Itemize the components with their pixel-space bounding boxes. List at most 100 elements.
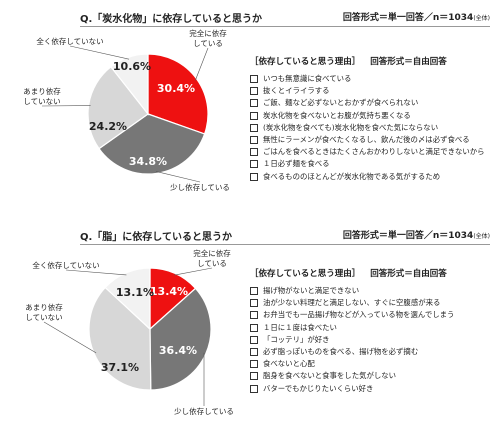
slice-value-label: 10.6% <box>113 60 151 73</box>
reason-text: いつも無意識に食べている <box>263 74 352 83</box>
category-label-not-dependent-at-all: 全く依存していない <box>36 36 103 46</box>
checkbox-icon <box>250 160 258 169</box>
reason-text: 揚げ物がないと満足できない <box>263 286 360 295</box>
reason-text: バターでもかじりたいくらい好き <box>263 383 374 393</box>
reason-text: ご飯、麺など必ずないとおかずが食べられない <box>263 98 419 108</box>
reason-text: 炭水化物を食べないとお腹が気持ち悪くなる <box>263 110 411 120</box>
slice-value-label: 34.8% <box>129 155 167 168</box>
reason-item: バターでもかじりたいくらい好き <box>250 383 498 395</box>
answer-format: 回答形式＝単一回答／n＝1034(全体) <box>343 228 490 241</box>
reason-item: 脂身を食べないと食事をした気がしない <box>250 370 498 382</box>
reason-text: 抜くとイライラする <box>263 86 330 96</box>
reasons-list: いつも無意識に食べている 抜くとイライラする ご飯、麺など必ずないとおかずが食べ… <box>250 73 498 183</box>
pie-slice-fully-dependent <box>147 53 209 135</box>
reasons-format: 回答形式＝自由回答 <box>370 57 447 67</box>
question-title: Q.「炭水化物」に依存していると思うか <box>80 14 262 25</box>
checkbox-icon <box>250 335 258 344</box>
reason-item: 炭水化物を食べないとお腹が気持ち悪くなる <box>250 110 498 122</box>
checkbox-icon <box>250 87 258 96</box>
answer-format: 回答形式＝単一回答／n＝1034(全体) <box>343 10 490 23</box>
reason-text: 油が少ない料理だと満足しない、すぐに空腹感が来る <box>263 298 441 308</box>
pie-slice-not-dependent-at-all <box>110 53 149 116</box>
reason-item: 「コッテリ」が好き <box>250 334 498 346</box>
reason-text: お弁当でも一品揚げ物などが入っている物を選んでしまう <box>263 310 455 320</box>
category-label-fully-dependent: 完全に依存している <box>189 28 227 48</box>
reason-text: 必ず脂っぽいものを食べる、揚げ物を必ず摘む <box>263 346 419 356</box>
pie-slice-somewhat-dependent <box>98 113 206 175</box>
checkbox-icon <box>250 384 258 393</box>
reason-text: １日に１度は食べたい <box>263 322 337 332</box>
reasons-box: ［依存していると思う理由］ 回答形式＝自由回答 いつも無意識に食べている 抜くとイ… <box>250 55 498 183</box>
leader-line <box>43 321 97 354</box>
panel-fat: Q.「脂」に依存していると思うか 回答形式＝単一回答／n＝1034(全体) 13… <box>0 218 500 433</box>
reason-text: 脂身を食べないと食事をした気がしない <box>263 371 397 381</box>
reason-item: お弁当でも一品揚げ物などが入っている物を選んでしまう <box>250 309 498 321</box>
checkbox-icon <box>250 348 258 357</box>
reasons-box: ［依存していると思う理由］ 回答形式＝自由回答 揚げ物がないと満足できない 油が少… <box>250 267 498 395</box>
leader-line <box>65 269 127 276</box>
reasons-heading: ［依存していると思う理由］ 回答形式＝自由回答 <box>250 267 498 279</box>
checkbox-icon <box>250 99 258 108</box>
pie-slice-somewhat-dependent <box>149 287 212 391</box>
reason-item: 食べるもののほとんどが炭水化物である気がするため <box>250 171 498 183</box>
slice-value-label: 24.2% <box>89 120 127 133</box>
question-header: Q.「炭水化物」に依存していると思うか 回答形式＝単一回答／n＝1034(全体) <box>80 10 490 27</box>
category-label-not-dependent-at-all: 全く依存していない <box>32 260 99 270</box>
checkbox-icon <box>250 123 258 132</box>
category-label-fully-dependent: 完全に依存している <box>193 248 231 268</box>
leader-line <box>195 47 209 81</box>
checkbox-icon <box>250 75 258 84</box>
category-label-not-very-dependent: あまり依存していない <box>25 302 63 322</box>
checkbox-icon <box>250 360 258 369</box>
answer-format-suffix: (全体) <box>473 15 490 22</box>
reason-text: (炭水化物を食べても)炭水化物を食べた気にならない <box>263 122 439 132</box>
slice-value-label: 37.1% <box>101 361 139 374</box>
question-header: Q.「脂」に依存していると思うか 回答形式＝単一回答／n＝1034(全体) <box>80 228 490 245</box>
reason-item: 食べないと心配 <box>250 358 498 370</box>
checkbox-icon <box>250 136 258 145</box>
checkbox-icon <box>250 311 258 320</box>
reason-text: ごはんを食べるときはたくさんおかわりしないと満足できないから <box>263 147 485 157</box>
category-label-somewhat-dependent: 少し依存している <box>174 406 234 416</box>
reason-text: １日必ず麺を食べる <box>263 159 330 169</box>
leader-line <box>69 45 130 60</box>
slice-value-label: 30.4% <box>157 82 195 95</box>
reason-item: 必ず脂っぽいものを食べる、揚げ物を必ず摘む <box>250 346 498 358</box>
reason-item: (炭水化物を食べても)炭水化物を食べた気にならない <box>250 122 498 134</box>
leader-line <box>174 267 213 276</box>
reason-item: 無性にラーメンが食べたくなるし、飲んだ後の〆は必ず食べる <box>250 134 498 146</box>
reasons-format: 回答形式＝自由回答 <box>370 269 447 279</box>
reason-item: 揚げ物がないと満足できない <box>250 285 498 297</box>
checkbox-icon <box>250 323 258 332</box>
category-label-not-very-dependent: あまり依存していない <box>23 86 61 106</box>
reason-item: ごはんを食べるときはたくさんおかわりしないと満足できないから <box>250 146 498 158</box>
leader-line <box>155 171 201 183</box>
reason-text: 食べないと心配 <box>263 359 315 369</box>
reason-item: ご飯、麺など必ずないとおかずが食べられない <box>250 97 498 109</box>
checkbox-icon <box>250 111 258 120</box>
reasons-title: ［依存していると思う理由］ <box>250 57 361 67</box>
reason-text: 無性にラーメンが食べたくなるし、飲んだ後の〆は必ず食べる <box>263 134 470 144</box>
reason-text: 食べるもののほとんどが炭水化物である気がするため <box>263 171 441 181</box>
slice-value-label: 13.1% <box>116 286 154 299</box>
reasons-heading: ［依存していると思う理由］ 回答形式＝自由回答 <box>250 55 498 67</box>
reason-item: 油が少ない料理だと満足しない、すぐに空腹感が来る <box>250 297 498 309</box>
checkbox-icon <box>250 299 258 308</box>
reason-item: いつも無意識に食べている <box>250 73 498 85</box>
checkbox-icon <box>250 148 258 157</box>
question-title: Q.「脂」に依存していると思うか <box>80 232 232 243</box>
slice-value-label: 36.4% <box>159 344 197 357</box>
reason-text: 「コッテリ」が好き <box>263 334 330 344</box>
reasons-list: 揚げ物がないと満足できない 油が少ない料理だと満足しない、すぐに空腹感が来る お… <box>250 285 498 395</box>
checkbox-icon <box>250 372 258 381</box>
answer-format-text: 回答形式＝単一回答／n＝1034 <box>342 231 474 241</box>
checkbox-icon <box>250 172 258 181</box>
checkbox-icon <box>250 287 258 296</box>
slice-value-label: 13.4% <box>150 285 188 298</box>
pie-slice-not-dependent-at-all <box>104 267 151 331</box>
category-label-somewhat-dependent: 少し依存している <box>170 182 230 192</box>
pie-slice-not-very-dependent <box>88 286 152 391</box>
reason-item: １日に１度は食べたい <box>250 322 498 334</box>
